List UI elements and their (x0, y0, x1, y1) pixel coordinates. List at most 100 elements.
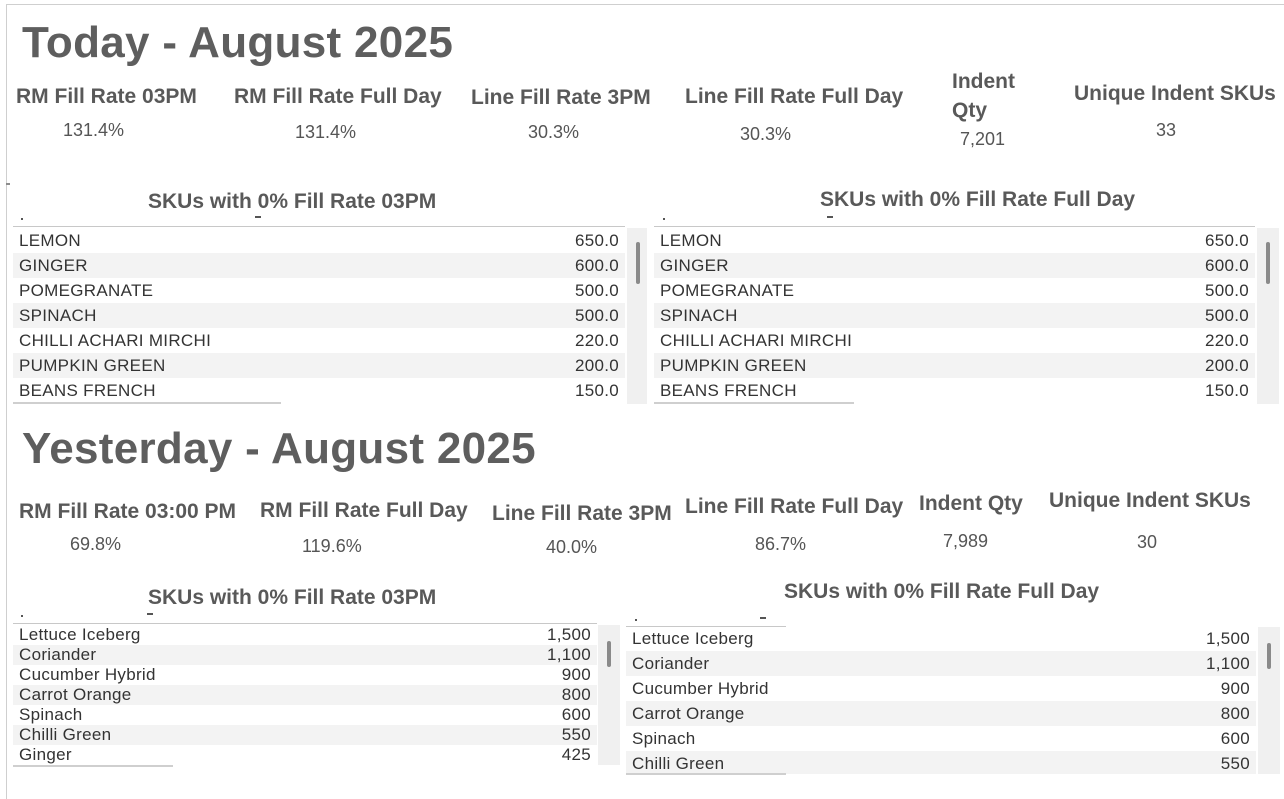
table-row[interactable]: Carrot Orange 800 (626, 701, 1256, 726)
today-table-3pm[interactable]: LEMON 650.0 GINGER 600.0 POMEGRANATE 500.0 … (13, 226, 625, 402)
sku-qty: 220.0 (1204, 330, 1249, 350)
sku-name: Coriander (19, 645, 97, 664)
table-row[interactable]: Ginger 425 (13, 745, 597, 765)
today-kpi-line-fill-full-value: 30.3% (740, 124, 792, 144)
sku-name: Lettuce Iceberg (632, 628, 754, 648)
today-kpi-indent-qty-value: 7,201 (960, 129, 1006, 149)
sort-indicator-icon (21, 615, 23, 617)
sku-name: CHILLI ACHARI MIRCHI (19, 330, 212, 350)
today-kpi-line-fill-3pm-value: 30.3% (528, 122, 580, 142)
table-row[interactable]: GINGER 600.0 (13, 253, 625, 278)
table-row[interactable]: LEMON 650.0 (654, 228, 1255, 253)
sku-name: Carrot Orange (632, 703, 745, 723)
sku-qty: 600 (561, 705, 591, 724)
sku-name: Cucumber Hybrid (19, 665, 156, 684)
today-table-3pm-scrollbar[interactable] (627, 228, 647, 404)
sku-name: PUMPKIN GREEN (19, 355, 166, 375)
table-row[interactable]: Cucumber Hybrid 900 (13, 665, 597, 685)
table-row[interactable]: BEANS FRENCH 150.0 (13, 378, 625, 402)
scrollbar-thumb[interactable] (1267, 643, 1271, 669)
today-table-full-scrollbar[interactable] (1257, 228, 1279, 404)
scrollbar-thumb[interactable] (1266, 242, 1270, 284)
today-title: Today - August 2025 (22, 18, 454, 67)
yesterday-kpi-unique-skus-label: Unique Indent SKUs (1049, 489, 1251, 512)
sku-name: GINGER (19, 255, 88, 275)
sku-qty: 200.0 (1204, 355, 1249, 375)
sku-qty: 550 (561, 725, 591, 744)
yesterday-kpi-rm-fill-3pm-value: 69.8% (70, 534, 122, 554)
sku-qty: 150.0 (574, 380, 619, 400)
yesterday-title: Yesterday - August 2025 (22, 424, 536, 473)
table-row[interactable]: Carrot Orange 800 (13, 685, 597, 705)
sort-menu-icon[interactable] (827, 216, 833, 218)
yesterday-table-3pm-scrollbar[interactable] (598, 625, 620, 765)
table-row[interactable]: CHILLI ACHARI MIRCHI 220.0 (654, 328, 1255, 353)
sku-name: SPINACH (660, 305, 738, 325)
today-kpi-unique-skus-value: 33 (1156, 120, 1177, 140)
sku-name: BEANS FRENCH (19, 380, 156, 400)
table-row[interactable]: SPINACH 500.0 (654, 303, 1255, 328)
sku-name: Lettuce Iceberg (19, 625, 141, 644)
table-row[interactable]: Lettuce Iceberg 1,500 (13, 625, 597, 645)
table-row[interactable]: POMEGRANATE 500.0 (13, 278, 625, 303)
yesterday-kpi-line-fill-full-label: Line Fill Rate Full Day (685, 495, 904, 518)
sku-name: LEMON (19, 230, 81, 250)
today-kpi-indent-qty-label-line1: Indent (952, 70, 1015, 93)
sku-qty: 900 (1220, 678, 1250, 698)
today-kpi-rm-fill-3pm-value: 131.4% (63, 120, 125, 140)
sku-name: Spinach (632, 728, 696, 748)
table-row[interactable]: LEMON 650.0 (13, 228, 625, 253)
sku-qty: 1,100 (1205, 653, 1250, 673)
sort-menu-icon[interactable] (760, 617, 766, 619)
today-kpi-rm-fill-3pm-label: RM Fill Rate 03PM (16, 85, 197, 108)
sort-indicator-icon (21, 218, 23, 220)
today-kpi-indent-qty-label-line2: Qty (952, 99, 988, 122)
yesterday-kpi-rm-fill-3pm-label: RM Fill Rate 03:00 PM (19, 500, 237, 523)
yesterday-kpi-unique-skus-value: 30 (1137, 532, 1158, 552)
today-kpi-rm-fill-full-value: 131.4% (295, 122, 357, 142)
table-row[interactable]: BEANS FRENCH 150.0 (654, 378, 1255, 402)
scrollbar-thumb[interactable] (607, 641, 611, 667)
table-bottom-edge (13, 765, 173, 767)
table-bottom-edge (626, 773, 786, 775)
today-kpi-line-fill-full-label: Line Fill Rate Full Day (685, 85, 904, 108)
table-row[interactable]: Spinach 600 (626, 726, 1256, 751)
table-row[interactable]: Spinach 600 (13, 705, 597, 725)
table-row[interactable]: PUMPKIN GREEN 200.0 (654, 353, 1255, 378)
sku-name: Ginger (19, 745, 72, 764)
table-row[interactable]: SPINACH 500.0 (13, 303, 625, 328)
scrollbar-thumb[interactable] (636, 242, 640, 284)
table-row[interactable]: GINGER 600.0 (654, 253, 1255, 278)
table-row[interactable]: Coriander 1,100 (626, 651, 1256, 676)
table-row[interactable]: Chilli Green 550 (13, 725, 597, 745)
table-row[interactable]: Cucumber Hybrid 900 (626, 676, 1256, 701)
table-row[interactable]: POMEGRANATE 500.0 (654, 278, 1255, 303)
yesterday-table-3pm[interactable]: Lettuce Iceberg 1,500 Coriander 1,100 Cucu… (13, 623, 597, 765)
sku-qty: 1,500 (1205, 628, 1250, 648)
sort-menu-icon[interactable] (255, 216, 261, 218)
sku-qty: 650.0 (1204, 230, 1249, 250)
today-kpi-rm-fill-full-label: RM Fill Rate Full Day (234, 85, 442, 108)
table-row[interactable]: CHILLI ACHARI MIRCHI 220.0 (13, 328, 625, 353)
yesterday-kpi-line-fill-3pm-label: Line Fill Rate 3PM (492, 502, 672, 525)
sku-name: Spinach (19, 705, 83, 724)
sku-name: POMEGRANATE (660, 280, 795, 300)
table-row[interactable]: Coriander 1,100 (13, 645, 597, 665)
today-table-full[interactable]: LEMON 650.0 GINGER 600.0 POMEGRANATE 500.0 … (654, 226, 1255, 402)
yesterday-kpi-indent-qty-label: Indent Qty (919, 492, 1023, 515)
sku-name: Coriander (632, 653, 710, 673)
table-row[interactable]: Lettuce Iceberg 1,500 (626, 626, 1256, 651)
today-table-3pm-title: SKUs with 0% Fill Rate 03PM (148, 190, 437, 213)
sku-name: CHILLI ACHARI MIRCHI (660, 330, 853, 350)
yesterday-table-full[interactable]: Lettuce Iceberg 1,500 Coriander 1,100 Cucu… (626, 626, 1256, 774)
today-table-full-title: SKUs with 0% Fill Rate Full Day (820, 188, 1136, 211)
sort-menu-icon[interactable] (147, 613, 153, 615)
sku-qty: 500.0 (1204, 305, 1249, 325)
table-row[interactable]: Chilli Green 550 (626, 751, 1256, 774)
sort-indicator-icon (635, 619, 637, 621)
table-bottom-edge (13, 402, 281, 404)
sku-name: BEANS FRENCH (660, 380, 797, 400)
table-row[interactable]: PUMPKIN GREEN 200.0 (13, 353, 625, 378)
sku-qty: 500.0 (1204, 280, 1249, 300)
yesterday-table-full-scrollbar[interactable] (1258, 627, 1280, 774)
